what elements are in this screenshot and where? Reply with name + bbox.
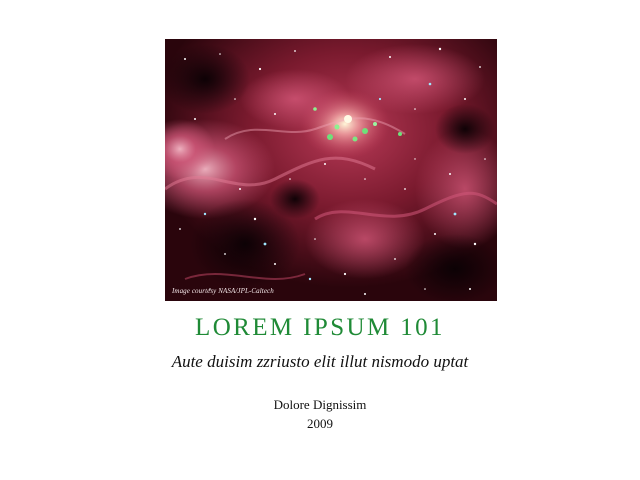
publication-year: 2009 [307, 416, 333, 431]
nebula-image [165, 39, 497, 301]
slide-subtitle: Aute duisim zzriusto elit illut nismodo … [171, 352, 469, 371]
cover-image: Image courtesy NASA/JPL-Caltech [165, 39, 497, 301]
slide-title: LOREM IPSUM 101 [195, 314, 445, 341]
image-credit: Image courtesy NASA/JPL-Caltech [172, 287, 274, 295]
author-name: Dolore Dignissim [273, 397, 367, 412]
